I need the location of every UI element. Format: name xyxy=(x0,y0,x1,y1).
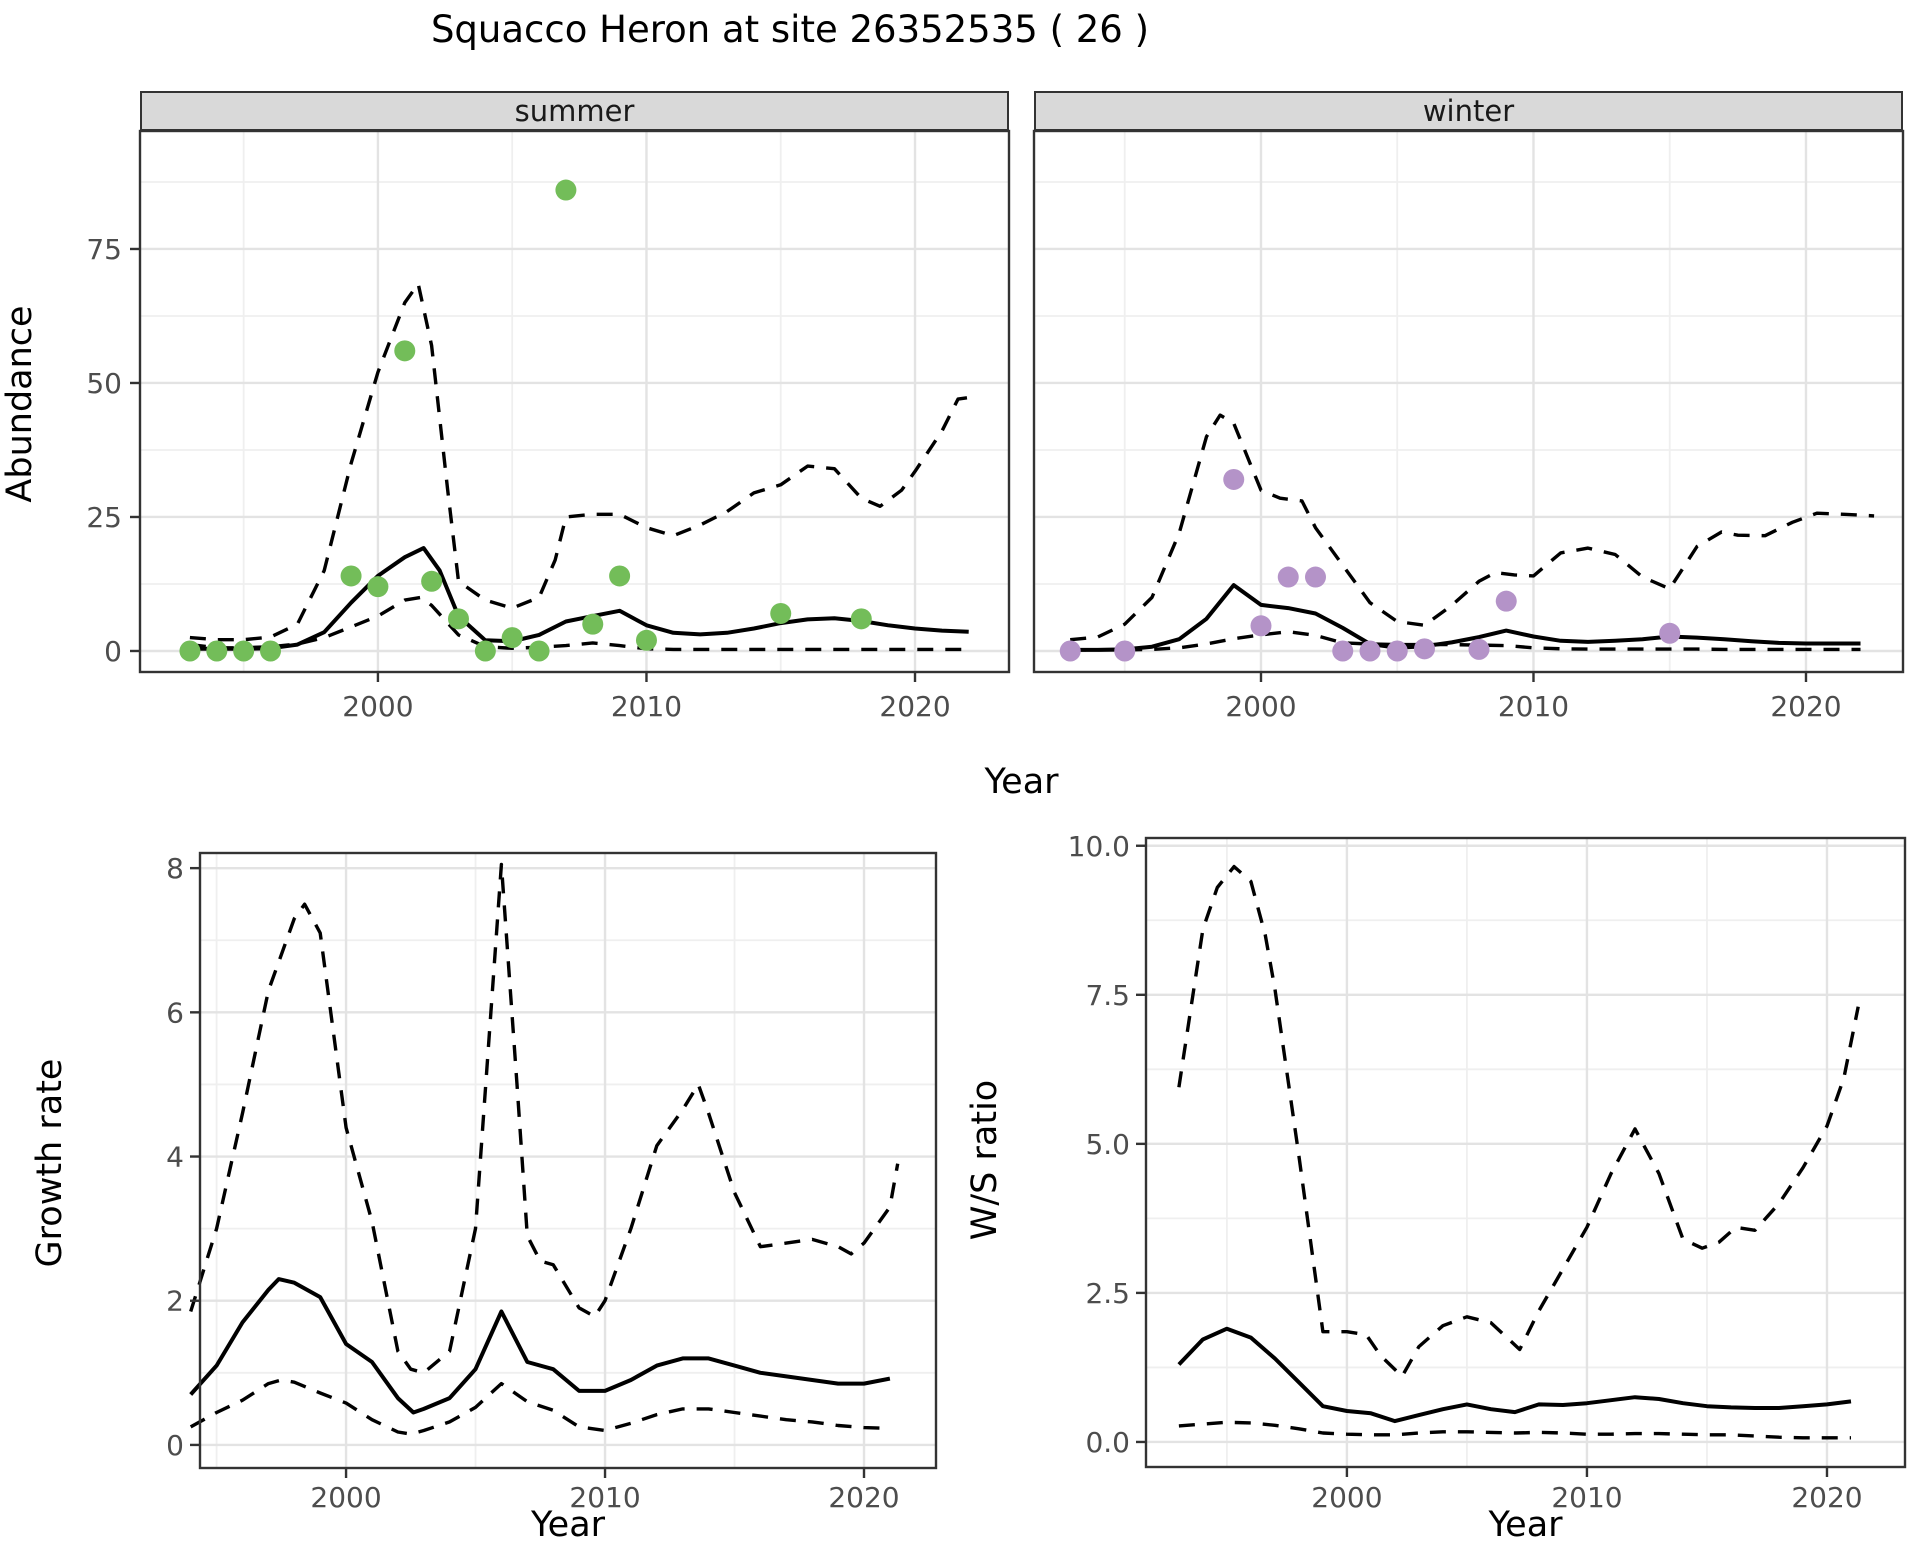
x-axis-tick-label: 2010 xyxy=(1551,1481,1622,1514)
growth-rate-background xyxy=(200,853,936,1468)
x-axis-title-growth-rate: Year xyxy=(530,1505,606,1545)
x-axis-tick-label: 2000 xyxy=(1225,690,1296,723)
upper_ci-line xyxy=(1070,413,1875,642)
data-point xyxy=(1114,640,1136,662)
x-axis-tick-label: 2020 xyxy=(828,1481,899,1514)
ws-ratio-border xyxy=(1144,836,1907,1469)
y-axis-tick-label: 7.5 xyxy=(1085,979,1130,1012)
lower_ci-line xyxy=(189,595,969,652)
data-point xyxy=(421,570,443,592)
data-point xyxy=(555,179,577,201)
x-axis-tick-label: 2010 xyxy=(1498,690,1569,723)
page-title: Squacco Heron at site 26352535 ( 26 ) xyxy=(430,8,1150,51)
data-point xyxy=(367,576,389,598)
y-axis-title-abundance: Abundance xyxy=(0,305,40,503)
upper_ci-line xyxy=(189,862,900,1375)
y-axis-tick-label: 0 xyxy=(104,635,122,668)
data-point xyxy=(1495,590,1517,612)
y-axis-tick-label: 2 xyxy=(166,1285,184,1318)
data-point xyxy=(770,602,792,624)
x-axis-tick-label: 2010 xyxy=(611,690,682,723)
facet-strip-winter-label: winter xyxy=(1422,94,1515,128)
data-point xyxy=(609,565,631,587)
x-axis-tick-label: 2000 xyxy=(310,1481,381,1514)
y-axis-tick-label: 2.5 xyxy=(1085,1277,1130,1310)
lower_ci-line xyxy=(1178,1420,1851,1440)
facet-strip-summer-label: summer xyxy=(514,94,635,128)
facet-strip-winter: winter xyxy=(1034,91,1903,131)
data-point xyxy=(635,629,657,651)
y-axis-tick-label: 0 xyxy=(166,1429,184,1462)
data-point xyxy=(1386,640,1408,662)
y-axis-tick-label: 75 xyxy=(86,233,122,266)
lower_ci-line xyxy=(1070,630,1861,652)
data-point xyxy=(447,608,469,630)
x-axis-title-ws-ratio: Year xyxy=(1488,1505,1563,1545)
median-line xyxy=(1177,1326,1852,1424)
data-point xyxy=(474,640,496,662)
y-axis-tick-label: 4 xyxy=(166,1141,184,1174)
x-axis-tick-label: 2020 xyxy=(1770,690,1841,723)
x-axis-tick-label: 2000 xyxy=(1311,1481,1382,1514)
data-point xyxy=(206,640,228,662)
upper_ci-line xyxy=(1177,864,1860,1379)
data-point xyxy=(1413,638,1435,660)
median-line xyxy=(1070,583,1861,652)
abundance-winter-border xyxy=(1032,129,1905,674)
data-point xyxy=(1468,638,1490,660)
ws-ratio-background xyxy=(1146,838,1905,1467)
data-point xyxy=(850,608,872,630)
y-axis-title-growth-rate: Growth rate xyxy=(30,1058,70,1268)
x-axis-tick-label: 2000 xyxy=(342,690,413,723)
data-point xyxy=(340,565,362,587)
y-axis-tick-label: 0.0 xyxy=(1085,1426,1130,1459)
y-axis-title-ws-ratio: W/S ratio xyxy=(965,1079,1005,1241)
lower_ci-line xyxy=(189,1378,890,1436)
data-point xyxy=(1250,615,1272,637)
y-axis-tick-label: 10.0 xyxy=(1068,830,1130,863)
data-point xyxy=(179,640,201,662)
y-axis-tick-label: 25 xyxy=(86,501,122,534)
x-axis-title-top: Year xyxy=(984,762,1059,802)
y-axis-tick-label: 50 xyxy=(86,367,122,400)
data-point xyxy=(1359,640,1381,662)
abundance-winter-background xyxy=(1034,131,1903,672)
median-line xyxy=(189,546,969,651)
data-point xyxy=(233,640,255,662)
x-axis-tick-label: 2020 xyxy=(1791,1481,1862,1514)
data-point xyxy=(260,640,282,662)
x-axis-tick-label: 2020 xyxy=(879,690,950,723)
median-line xyxy=(189,1277,891,1415)
y-axis-tick-label: 6 xyxy=(166,996,184,1029)
abundance-summer-border xyxy=(138,129,1011,674)
y-axis-tick-label: 8 xyxy=(166,852,184,885)
data-point xyxy=(501,627,523,649)
growth-rate-border xyxy=(198,851,938,1470)
data-point xyxy=(528,640,550,662)
facet-strip-summer: summer xyxy=(140,91,1009,131)
x-axis-tick-label: 2010 xyxy=(569,1481,640,1514)
abundance-summer-background xyxy=(140,131,1009,672)
data-point xyxy=(1304,566,1326,588)
data-point xyxy=(1223,468,1245,490)
y-axis-tick-label: 5.0 xyxy=(1085,1128,1130,1161)
data-point xyxy=(1659,622,1681,644)
data-point xyxy=(582,613,604,635)
data-point xyxy=(1277,566,1299,588)
data-point xyxy=(1059,640,1081,662)
data-point xyxy=(394,340,416,362)
data-point xyxy=(1332,640,1354,662)
